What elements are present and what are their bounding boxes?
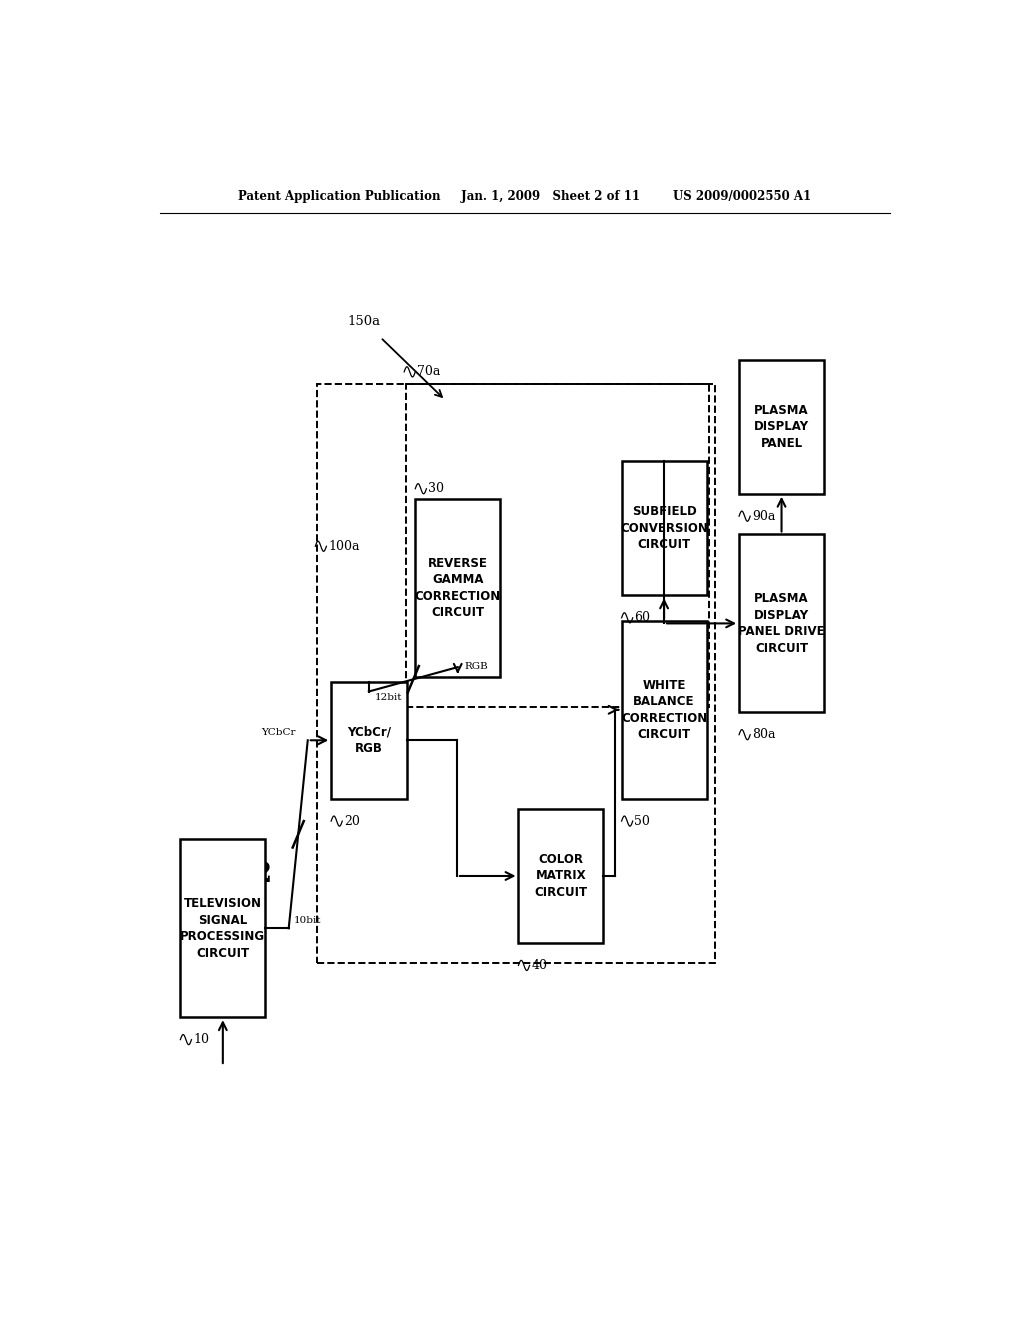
Text: 50: 50 [634, 814, 650, 828]
Text: 30: 30 [428, 482, 444, 495]
Text: 70a: 70a [417, 366, 440, 379]
Text: 150a: 150a [348, 314, 381, 327]
Text: RGB: RGB [464, 663, 487, 671]
Bar [622, 620, 707, 799]
Text: 60: 60 [634, 611, 650, 624]
Text: 40: 40 [531, 958, 547, 972]
Text: 10bit: 10bit [294, 916, 322, 925]
Text: TELEVISION
SIGNAL
PROCESSING
CIRCUIT: TELEVISION SIGNAL PROCESSING CIRCUIT [180, 898, 265, 960]
Bar [406, 384, 709, 708]
Text: 80a: 80a [752, 729, 775, 742]
Bar [739, 359, 824, 494]
Text: 20: 20 [344, 814, 359, 828]
Text: 12bit: 12bit [375, 693, 402, 702]
Text: REVERSE
GAMMA
CORRECTION
CIRCUIT: REVERSE GAMMA CORRECTION CIRCUIT [415, 557, 501, 619]
Bar [316, 384, 715, 964]
Text: 100a: 100a [328, 540, 359, 553]
Text: YCbCr: YCbCr [261, 729, 296, 738]
Bar [739, 535, 824, 713]
Text: PLASMA
DISPLAY
PANEL: PLASMA DISPLAY PANEL [754, 404, 809, 450]
Text: FIG.2: FIG.2 [189, 862, 273, 888]
Bar [622, 461, 707, 595]
Bar [331, 682, 407, 799]
Text: YCbCr/
RGB: YCbCr/ RGB [347, 726, 391, 755]
Bar [416, 499, 500, 677]
Text: Patent Application Publication     Jan. 1, 2009   Sheet 2 of 11        US 2009/0: Patent Application Publication Jan. 1, 2… [239, 190, 811, 202]
Bar [518, 809, 603, 942]
Text: 10: 10 [194, 1034, 209, 1047]
Text: SUBFIELD
CONVERSION
CIRCUIT: SUBFIELD CONVERSION CIRCUIT [621, 506, 708, 552]
Text: COLOR
MATRIX
CIRCUIT: COLOR MATRIX CIRCUIT [535, 853, 588, 899]
Text: PLASMA
DISPLAY
PANEL DRIVE
CIRCUIT: PLASMA DISPLAY PANEL DRIVE CIRCUIT [738, 593, 825, 655]
Bar [180, 840, 265, 1018]
Text: WHITE
BALANCE
CORRECTION
CIRCUIT: WHITE BALANCE CORRECTION CIRCUIT [621, 678, 708, 741]
Text: 90a: 90a [752, 510, 775, 523]
